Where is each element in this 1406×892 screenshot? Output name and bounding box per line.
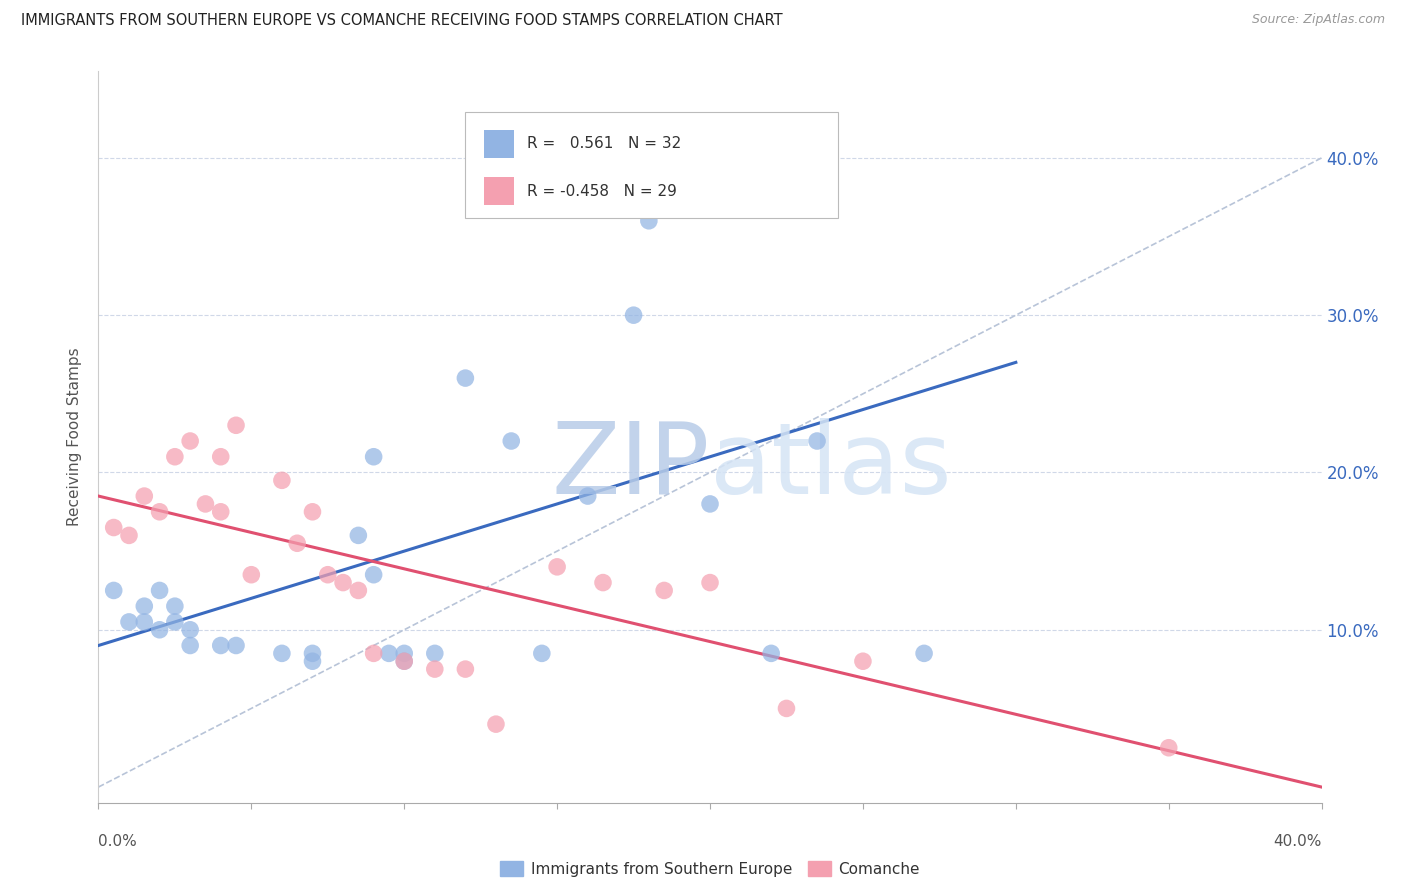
Point (301, 505, 323, 519)
Point (103, 520, 125, 534)
Text: 40.0%: 40.0% (1274, 834, 1322, 849)
Text: R =   0.561   N = 32: R = 0.561 N = 32 (526, 136, 681, 151)
Bar (484, 130, 515, 158)
Point (576, 489, 599, 503)
Point (501, 434, 523, 448)
Point (225, 418, 247, 433)
Text: IMMIGRANTS FROM SOUTHERN EUROPE VS COMANCHE RECEIVING FOOD STAMPS CORRELATION CH: IMMIGRANTS FROM SOUTHERN EUROPE VS COMAN… (21, 13, 783, 29)
Point (363, 567, 385, 582)
Point (592, 575, 614, 590)
Point (270, 473, 292, 487)
Point (392, 654, 416, 668)
Point (363, 450, 385, 464)
Point (179, 434, 201, 448)
Point (332, 575, 354, 590)
Point (118, 615, 141, 629)
Point (163, 615, 186, 629)
Point (347, 528, 370, 542)
Point (103, 583, 125, 598)
Point (912, 646, 935, 660)
Point (546, 559, 568, 574)
Point (392, 646, 416, 660)
Point (775, 701, 797, 715)
Point (699, 497, 721, 511)
Point (423, 646, 446, 660)
Point (530, 646, 553, 660)
Point (652, 583, 675, 598)
Point (134, 615, 156, 629)
Point (316, 567, 339, 582)
Point (485, 717, 508, 731)
Point (225, 639, 247, 653)
Point (270, 646, 292, 660)
Point (363, 646, 385, 660)
Text: R = -0.458   N = 29: R = -0.458 N = 29 (526, 184, 676, 199)
Point (134, 489, 156, 503)
Text: atlas: atlas (710, 417, 952, 515)
Point (759, 646, 782, 660)
FancyBboxPatch shape (465, 112, 838, 218)
Point (1157, 740, 1180, 755)
Point (285, 536, 308, 550)
Point (392, 654, 416, 668)
Point (623, 308, 645, 322)
Point (454, 371, 477, 385)
Point (423, 662, 446, 676)
Point (301, 646, 323, 660)
Text: ZIP: ZIP (551, 417, 710, 515)
Point (163, 450, 186, 464)
Point (149, 505, 172, 519)
Point (699, 575, 721, 590)
Point (209, 505, 232, 519)
Legend: Immigrants from Southern Europe, Comanche: Immigrants from Southern Europe, Comanch… (495, 855, 925, 883)
Point (134, 599, 156, 614)
Text: Source: ZipAtlas.com: Source: ZipAtlas.com (1251, 13, 1385, 27)
Point (454, 662, 477, 676)
Point (806, 434, 828, 448)
Point (179, 639, 201, 653)
Point (852, 654, 875, 668)
Point (378, 646, 401, 660)
Point (118, 528, 141, 542)
Point (149, 623, 172, 637)
Point (240, 567, 263, 582)
Point (209, 639, 232, 653)
Bar (484, 178, 515, 205)
Text: 0.0%: 0.0% (98, 834, 138, 849)
Point (163, 599, 186, 614)
Point (179, 623, 201, 637)
Point (301, 654, 323, 668)
Point (149, 583, 172, 598)
Point (194, 497, 217, 511)
Point (347, 583, 370, 598)
Point (637, 214, 661, 228)
Y-axis label: Receiving Food Stamps: Receiving Food Stamps (67, 348, 83, 526)
Point (209, 450, 232, 464)
